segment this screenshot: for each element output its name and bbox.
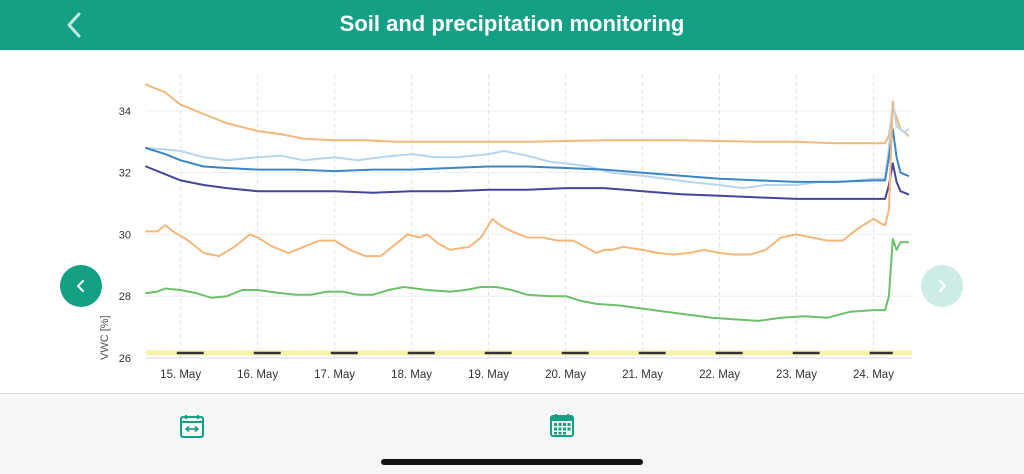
date-range-button[interactable]: [179, 413, 205, 439]
back-button[interactable]: [58, 8, 92, 42]
chart-area: 26 28 30 32 34 15. May 16. May 17. May 18. May 1…: [0, 50, 1024, 393]
series-line-4: [145, 162, 910, 200]
x-tick-label: 16. May: [237, 369, 278, 381]
calendar-button[interactable]: [549, 412, 575, 438]
x-tick-label: 24. May: [853, 369, 894, 381]
previous-period-button[interactable]: [60, 265, 102, 307]
x-tick-label: 19. May: [468, 369, 509, 381]
chevron-right-icon: [939, 280, 946, 292]
x-tick-label: 23. May: [776, 369, 817, 381]
chevron-left-icon: [77, 280, 84, 292]
series-line-2: [145, 100, 910, 190]
y-tick-label: 32: [119, 168, 131, 180]
page-title: Soil and precipitation monitoring: [339, 11, 685, 36]
series-line-5: [145, 100, 894, 258]
y-tick-label: 30: [119, 229, 131, 241]
precipitation-band: [146, 350, 912, 356]
x-tick-label: 15. May: [160, 369, 201, 381]
chart-series: [145, 83, 910, 322]
precipitation-band-fill: [146, 350, 912, 356]
x-tick-label: 18. May: [391, 369, 432, 381]
bottom-toolbar: [0, 393, 1024, 474]
x-tick-label: 17. May: [314, 369, 355, 381]
y-tick-label: 26: [119, 353, 131, 365]
series-line-6: [145, 238, 910, 322]
calendar-range-icon: [180, 415, 204, 438]
chart-grid: [146, 75, 912, 359]
x-tick-label: 22. May: [699, 369, 740, 381]
header-bar: Soil and precipitation monitoring: [0, 0, 1024, 50]
y-tick-label: 28: [119, 291, 131, 303]
x-axis-ticks: 15. May 16. May 17. May 18. May 19. May 20. M…: [160, 369, 894, 381]
series-line-1: [145, 83, 910, 145]
y-axis-ticks: 26 28 30 32 34: [119, 106, 131, 365]
y-axis-label: VWC [%]: [99, 315, 111, 360]
x-tick-label: 20. May: [545, 369, 586, 381]
series-line-3: [145, 128, 910, 183]
next-period-button[interactable]: [921, 265, 963, 307]
x-tick-label: 21. May: [622, 369, 663, 381]
home-indicator: [381, 459, 643, 465]
y-tick-label: 34: [119, 106, 131, 118]
calendar-icon: [550, 414, 574, 437]
chevron-left-icon: [67, 12, 81, 38]
